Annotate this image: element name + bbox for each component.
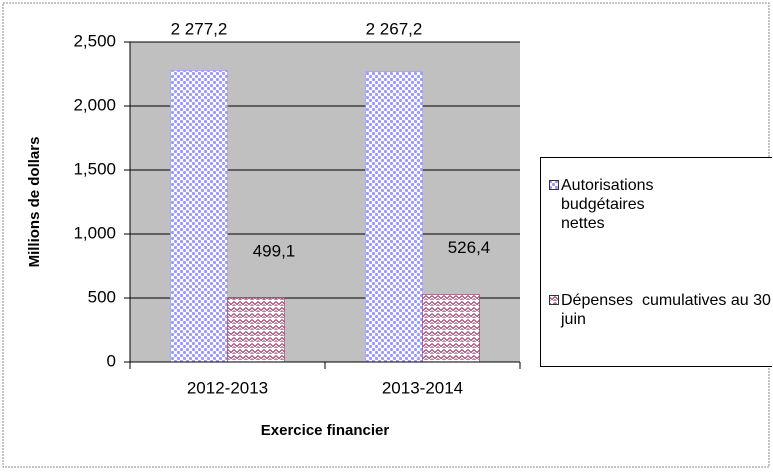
value-label: 499,1 (253, 242, 296, 261)
bar (227, 297, 285, 363)
y-tick-label: 1,000 (73, 223, 116, 242)
y-tick-label: 2,500 (73, 31, 116, 50)
legend-label: Dépenses cumulatives au 30 juin (561, 292, 771, 328)
y-tick-label: 2,000 (73, 95, 116, 114)
x-tick-label: 2012-2013 (187, 378, 268, 397)
legend: Autorisations budgétaires nettes Dépenses… (540, 157, 772, 367)
value-label: 526,4 (448, 238, 491, 257)
bar (422, 294, 480, 363)
x-axis-label: Exercice financier (261, 422, 390, 439)
y-tick-label: 500 (88, 287, 116, 306)
legend-label: Autorisations budgétaires nettes (561, 177, 658, 232)
legend-swatch (549, 180, 559, 190)
legend-entry: Autorisations budgétaires nettes (549, 176, 691, 233)
legend-entry: Dépenses cumulatives au 30 juin (549, 291, 771, 329)
y-tick-label: 1,500 (73, 159, 116, 178)
bar (170, 70, 228, 363)
bar (365, 71, 423, 363)
value-label: 2 277,2 (171, 19, 228, 38)
y-axis-label: Millions de dollars (26, 137, 43, 268)
value-label: 2 267,2 (366, 19, 423, 38)
y-tick-label: 0 (107, 351, 116, 370)
x-tick-label: 2013-2014 (382, 378, 463, 397)
legend-swatch (549, 295, 559, 305)
